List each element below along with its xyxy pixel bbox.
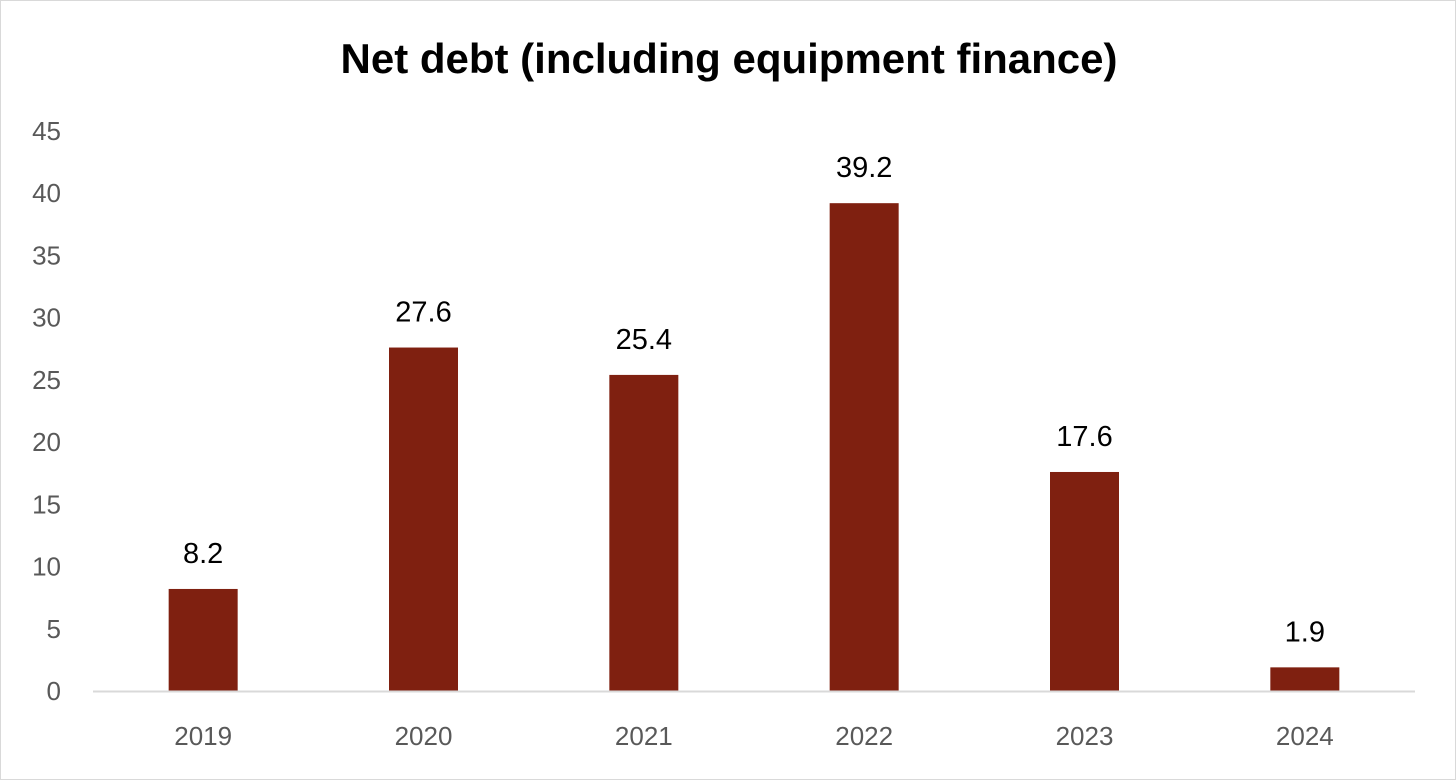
bar-2024 — [1270, 667, 1340, 691]
y-tick-label: 25 — [32, 365, 61, 395]
y-tick-label: 35 — [32, 240, 61, 270]
data-label: 39.2 — [836, 152, 892, 184]
x-tick-label: 2020 — [395, 721, 453, 751]
bar-2021 — [609, 374, 679, 691]
y-tick-label: 30 — [32, 303, 61, 333]
y-tick-label: 20 — [32, 427, 61, 457]
y-tick-label: 5 — [47, 614, 61, 644]
bar-2019 — [168, 588, 238, 691]
data-label: 8.2 — [183, 538, 223, 570]
data-label: 25.4 — [616, 324, 672, 356]
x-tick-label: 2021 — [615, 721, 673, 751]
y-tick-label: 40 — [32, 178, 61, 208]
x-tick-label: 2023 — [1056, 721, 1114, 751]
y-tick-label: 45 — [32, 116, 61, 146]
x-tick-label: 2022 — [835, 721, 893, 751]
data-label: 17.6 — [1056, 421, 1112, 453]
data-label: 27.6 — [395, 297, 451, 329]
data-label: 1.9 — [1285, 616, 1325, 648]
x-tick-label: 2019 — [174, 721, 232, 751]
y-tick-label: 10 — [32, 552, 61, 582]
bar-2023 — [1050, 471, 1119, 691]
x-tick-label: 2024 — [1276, 721, 1334, 751]
bar-2020 — [389, 347, 458, 691]
bar-2022 — [829, 203, 899, 691]
y-tick-label: 15 — [32, 489, 61, 519]
chart-title: Net debt (including equipment finance) — [340, 35, 1118, 82]
y-tick-label: 0 — [47, 676, 61, 706]
